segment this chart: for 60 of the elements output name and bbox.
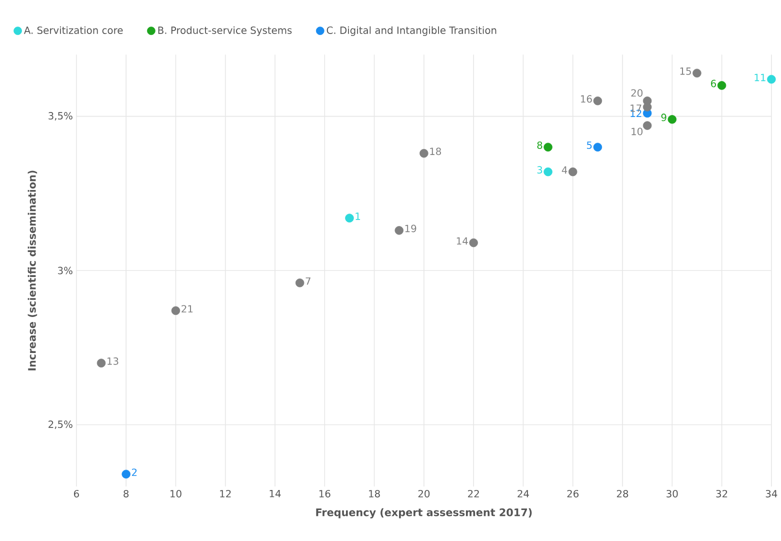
point [668,114,677,124]
annotation: 6 [711,80,716,88]
annotation: 2 [132,468,137,476]
point [171,306,180,315]
point [295,278,304,288]
annotation: 11 [754,74,766,82]
x-tick-label: 30 [666,490,678,498]
y-tick-label: 3% [58,266,72,274]
annotation: 7 [306,277,310,285]
point [544,167,552,176]
annotation: 17 [630,104,642,112]
annotation: 16 [581,95,592,103]
x-tick-label: 20 [418,490,430,498]
annotation: 21 [182,305,193,312]
y-axis-title: Increase (scientific dissemination) [28,170,38,370]
point [568,167,578,176]
x-axis-title: Frequency (expert assessment 2017) [316,508,532,518]
x-tick-label: 18 [369,490,380,498]
annotation: 13 [108,357,118,365]
x-tick-label: 22 [468,490,479,498]
x-tick-label: 34 [766,490,778,498]
annotation: 3 [537,166,542,174]
point [96,358,106,368]
x-tick-label: 10 [170,490,182,498]
x-tick-label: 14 [270,490,281,498]
legend-label: C. Digital and Intangible Transition [326,26,496,36]
annotation: 15 [680,68,691,75]
point [469,238,478,248]
point [593,96,602,106]
annotation: 20 [631,89,642,97]
point [122,470,130,478]
point [692,68,702,78]
annotation: 8 [537,141,542,149]
annotation: 4 [562,166,568,174]
point [345,214,354,222]
point [642,121,652,130]
point [593,142,602,152]
point [394,226,404,235]
x-tick-label: 24 [518,490,529,498]
point [420,148,428,158]
annotation: 9 [661,114,666,122]
x-tick-label: 8 [124,490,129,498]
x-tick-label: 12 [220,490,231,498]
y-tick-label: 2,5% [48,420,72,429]
legend-label: B. Product-service Systems [158,26,292,36]
x-tick-label: 6 [74,490,79,498]
point [717,81,726,90]
x-tick-label: 16 [319,490,330,498]
x-tick-label: 26 [567,490,579,498]
point [544,142,552,152]
legend-label: A. Servitization core [24,26,123,34]
x-tick-label: 32 [716,490,728,498]
annotation: 1 [356,212,360,220]
y-tick-label: 3,5% [48,112,72,121]
annotation: 19 [405,224,416,232]
annotation: 10 [632,128,642,136]
annotation: 5 [586,142,592,149]
annotation: 18 [430,148,441,156]
annotation: 14 [456,237,468,245]
x-tick-label: 28 [616,490,628,498]
